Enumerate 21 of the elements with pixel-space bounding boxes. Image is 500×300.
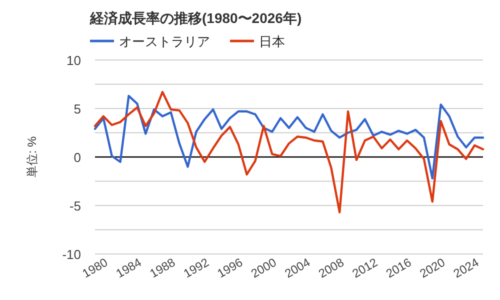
x-tick-label: 2024 [451,255,482,281]
x-tick-label: 2000 [248,255,280,281]
y-tick-label: 10 [66,53,81,68]
x-tick-label: 1984 [114,255,144,281]
x-tick-label: 1980 [80,255,110,281]
y-axis-title: 単位: % [25,136,39,178]
x-tick-label: 1996 [214,255,246,281]
x-tick-label: 2016 [384,255,414,281]
x-tick-label: 2012 [350,255,380,281]
x-tick-label: 2020 [417,255,448,281]
x-tick-label: 1992 [181,255,212,281]
x-tick-label: 1988 [147,255,178,281]
y-tick-label: -5 [69,198,81,214]
y-tick-label: 0 [74,150,81,165]
y-tick-label: 5 [74,102,81,116]
legend-label: 日本 [259,34,285,49]
y-tick-label: -10 [62,247,81,262]
chart-title: 経済成長率の推移(1980〜2026年) [89,10,302,26]
x-tick-label: 2008 [316,255,347,281]
x-tick-label: 2004 [282,255,313,281]
legend-label: オーストラリア [119,34,210,49]
